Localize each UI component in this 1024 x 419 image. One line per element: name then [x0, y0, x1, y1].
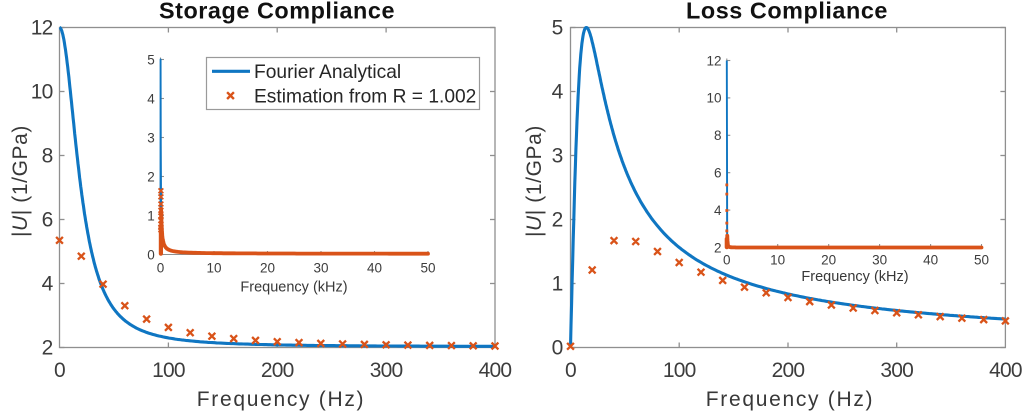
- svg-text:6: 6: [42, 209, 53, 232]
- svg-text:0: 0: [54, 359, 65, 382]
- svg-text:Estimation from R = 1.002: Estimation from R = 1.002: [254, 87, 476, 108]
- svg-text:5: 5: [552, 17, 563, 40]
- svg-text:200: 200: [772, 359, 805, 382]
- svg-text:10: 10: [706, 91, 721, 106]
- svg-text:20: 20: [260, 261, 275, 276]
- svg-text:|U| (1/GPa): |U| (1/GPa): [523, 125, 546, 237]
- svg-text:2: 2: [147, 170, 155, 185]
- svg-text:8: 8: [42, 145, 53, 168]
- svg-text:3: 3: [552, 145, 563, 168]
- svg-text:|U| (1/GPa): |U| (1/GPa): [9, 125, 32, 237]
- svg-text:6: 6: [714, 166, 722, 181]
- svg-text:3: 3: [147, 131, 155, 146]
- svg-text:12: 12: [706, 53, 721, 68]
- svg-text:0: 0: [565, 359, 576, 382]
- svg-text:12: 12: [31, 17, 53, 40]
- svg-text:8: 8: [714, 128, 722, 143]
- svg-text:Frequency (Hz): Frequency (Hz): [197, 388, 366, 411]
- svg-text:300: 300: [370, 359, 403, 382]
- svg-text:100: 100: [152, 359, 185, 382]
- svg-text:40: 40: [923, 253, 938, 268]
- svg-text:4: 4: [147, 92, 155, 107]
- svg-text:Frequency (kHz): Frequency (kHz): [801, 269, 908, 285]
- svg-text:40: 40: [367, 261, 382, 276]
- svg-text:200: 200: [261, 359, 294, 382]
- svg-text:Fourier Analytical: Fourier Analytical: [254, 62, 401, 83]
- svg-text:0: 0: [147, 248, 155, 263]
- svg-text:20: 20: [821, 253, 836, 268]
- svg-text:1: 1: [147, 209, 155, 224]
- svg-text:2: 2: [42, 337, 53, 360]
- svg-text:2: 2: [714, 240, 722, 255]
- svg-text:0: 0: [723, 253, 731, 268]
- svg-text:0: 0: [157, 261, 165, 276]
- svg-text:Frequency (kHz): Frequency (kHz): [240, 280, 347, 296]
- svg-text:400: 400: [989, 359, 1022, 382]
- svg-text:Loss Compliance: Loss Compliance: [686, 0, 888, 24]
- svg-text:10: 10: [770, 253, 785, 268]
- svg-text:10: 10: [206, 261, 221, 276]
- svg-text:100: 100: [663, 359, 696, 382]
- svg-text:30: 30: [313, 261, 328, 276]
- svg-text:Frequency (Hz): Frequency (Hz): [706, 388, 875, 411]
- svg-text:400: 400: [479, 359, 512, 382]
- svg-text:4: 4: [42, 273, 54, 296]
- svg-text:Storage Compliance: Storage Compliance: [159, 0, 395, 24]
- svg-text:50: 50: [974, 253, 989, 268]
- svg-text:10: 10: [31, 81, 53, 104]
- svg-text:30: 30: [872, 253, 887, 268]
- svg-text:4: 4: [552, 81, 564, 104]
- svg-text:4: 4: [714, 203, 722, 218]
- svg-text:2: 2: [552, 209, 563, 232]
- svg-text:1: 1: [552, 273, 563, 296]
- svg-text:300: 300: [880, 359, 913, 382]
- svg-text:0: 0: [552, 337, 563, 360]
- svg-text:50: 50: [420, 261, 435, 276]
- svg-text:5: 5: [147, 53, 155, 68]
